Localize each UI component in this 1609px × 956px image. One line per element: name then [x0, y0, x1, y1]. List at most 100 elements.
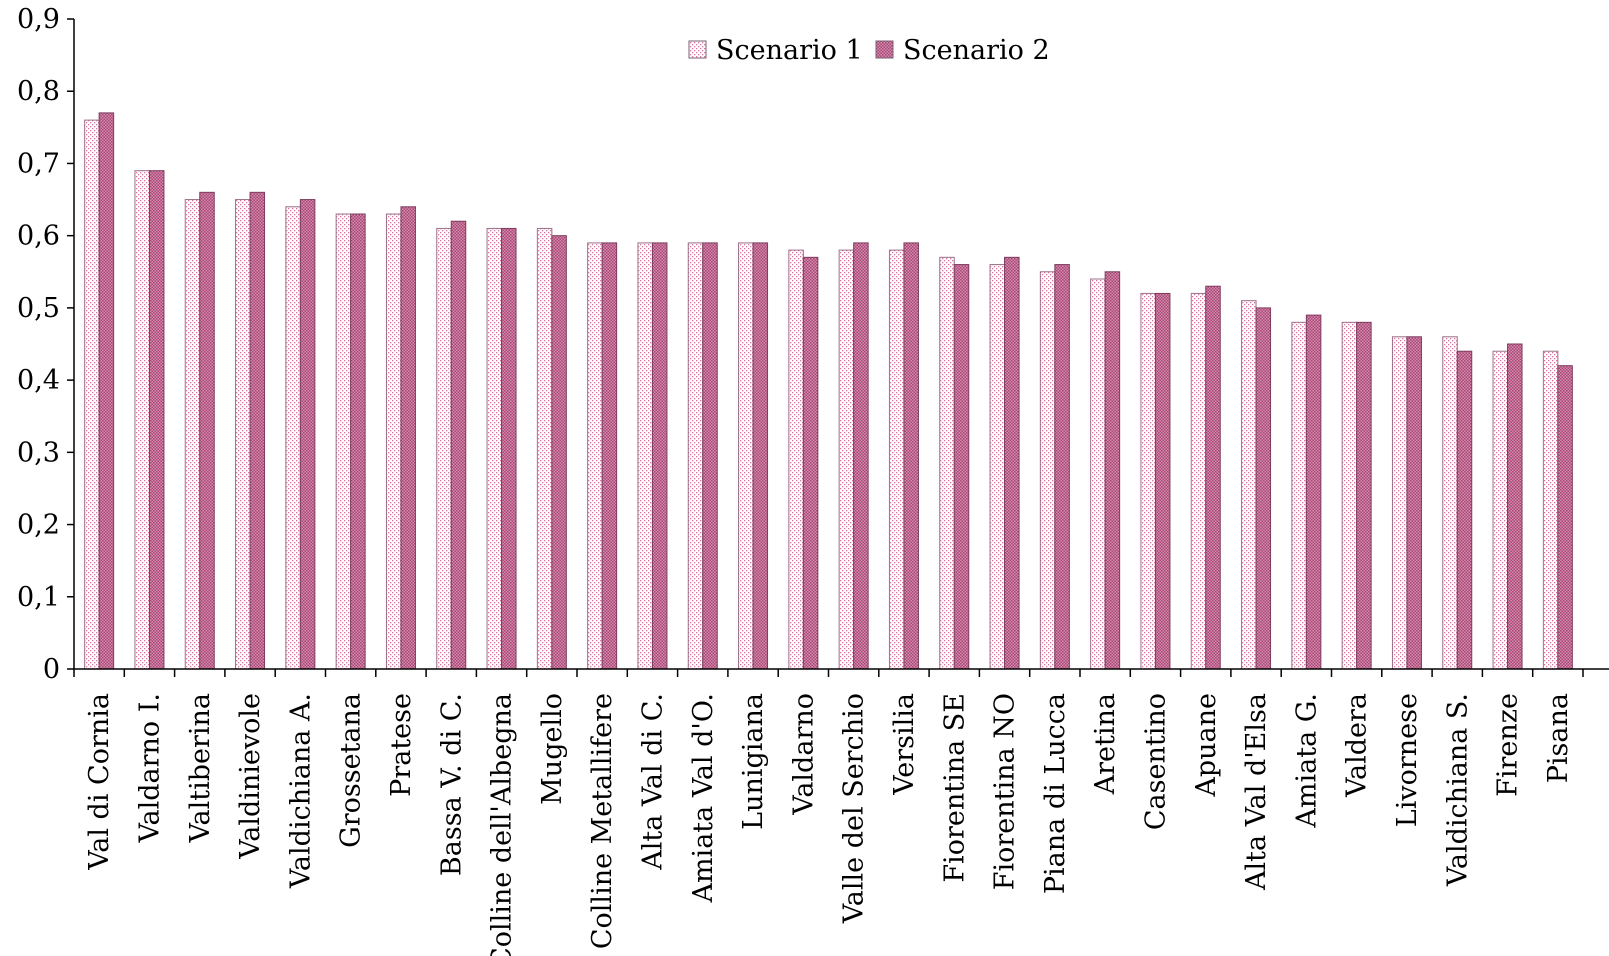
x-tick-label: Valdichiana A.: [285, 693, 316, 889]
x-tick-label: Grossetana: [336, 693, 367, 848]
bar-scenario-2: [249, 191, 266, 670]
x-tick-label: Livornese: [1392, 693, 1423, 827]
bar-scenario-1: [1542, 350, 1559, 670]
bar-scenario-1: [184, 199, 201, 670]
legend-label-scenario-1: Scenario 1: [716, 35, 863, 66]
y-tick-label: 0,6: [17, 221, 60, 252]
bar-scenario-2: [1255, 307, 1272, 670]
x-tick-label: Piana di Lucca: [1040, 693, 1071, 894]
bar-scenario-1: [738, 242, 754, 670]
y-tick-label: 0,4: [17, 365, 60, 396]
bar-scenario-2: [651, 242, 668, 670]
x-tick-label: Apuane: [1191, 693, 1222, 798]
x-tick-label: Casentino: [1140, 693, 1171, 830]
x-tick-label: Alta Val d'Elsa: [1241, 693, 1272, 891]
x-tick-label: Mugello: [537, 693, 568, 805]
y-tick-label: 0,5: [17, 293, 60, 324]
x-axis-ticks: Val di Cornia Valdarno I. Valtiberina Valdi…: [73, 669, 1584, 956]
x-tick-label: Valdichiana S.: [1442, 693, 1473, 887]
y-tick-label: 0,2: [17, 510, 60, 541]
bar-scenario-1: [1341, 321, 1358, 670]
bar-scenario-1: [285, 206, 301, 670]
y-tick-label: 0,1: [17, 582, 60, 613]
x-tick-label: Alta Val di C.: [637, 693, 668, 871]
bar-scenario-2: [450, 220, 467, 670]
bars-group: [84, 112, 1573, 670]
bar-scenario-1: [888, 249, 905, 670]
x-tick-label: Amiata Val d'O.: [688, 693, 719, 904]
y-tick-label: 0: [43, 654, 60, 685]
bar-scenario-2: [1154, 292, 1171, 670]
bar-scenario-2: [752, 242, 769, 670]
bar-scenario-1: [587, 242, 603, 670]
x-tick-label: Valdera: [1342, 693, 1373, 798]
x-tick-label: Valdinievole: [235, 693, 266, 860]
bar-scenario-1: [637, 242, 653, 670]
bar-scenario-2: [903, 242, 919, 670]
bar-scenario-2: [1507, 343, 1523, 670]
y-tick-label: 0,8: [17, 76, 60, 107]
bar-scenario-2: [148, 170, 165, 670]
x-tick-label: Pisana: [1543, 693, 1574, 783]
bar-scenario-1: [1241, 300, 1257, 670]
bar-scenario-1: [1391, 336, 1408, 670]
legend-label-scenario-2: Scenario 2: [903, 35, 1050, 66]
x-tick-label: Valle del Serchio: [839, 693, 870, 924]
bar-scenario-2: [1004, 256, 1020, 670]
bar-scenario-1: [1442, 336, 1458, 670]
bar-scenario-2: [1356, 321, 1372, 670]
x-tick-label: Amiata G.: [1291, 693, 1322, 829]
x-tick-label: Firenze: [1493, 693, 1524, 797]
bar-scenario-1: [536, 227, 553, 670]
axes-group: [73, 19, 1609, 670]
bar-scenario-2: [501, 227, 517, 670]
bar-scenario-2: [400, 206, 416, 670]
y-tick-label: 0,3: [17, 437, 60, 468]
legend: Scenario 1 Scenario 2: [688, 35, 1050, 66]
bar-scenario-1: [788, 249, 804, 670]
bar-scenario-1: [1090, 278, 1106, 670]
bar-scenario-2: [1305, 314, 1322, 670]
legend-swatch-scenario-1: [688, 40, 707, 59]
bar-scenario-1: [687, 242, 704, 670]
bar-scenario-1: [838, 249, 855, 670]
bar-scenario-1: [385, 213, 402, 670]
bar-scenario-2: [1456, 350, 1473, 670]
x-tick-label: Valdarno: [788, 693, 819, 816]
bar-scenario-1: [436, 227, 452, 670]
x-tick-label: Valdarno I.: [134, 693, 165, 844]
y-tick-label: 0,7: [17, 148, 60, 179]
bar-scenario-2: [802, 256, 819, 670]
y-tick-label: 0,9: [17, 4, 60, 35]
bar-scenario-1: [84, 119, 100, 670]
bar-scenario-2: [702, 242, 718, 670]
x-tick-label: Valtiberina: [185, 693, 216, 844]
bar-scenario-1: [1291, 321, 1307, 670]
bar-scenario-1: [335, 213, 352, 670]
x-tick-label: Versilia: [889, 693, 920, 796]
bar-scenario-1: [1039, 271, 1056, 670]
bar-scenario-2: [1205, 285, 1221, 670]
bar-scenario-2: [1054, 264, 1070, 670]
bar-scenario-2: [1104, 271, 1121, 670]
x-tick-label: Aretina: [1090, 693, 1121, 795]
bar-scenario-1: [486, 227, 503, 670]
bar-scenario-2: [853, 242, 869, 670]
bar-scenario-1: [235, 199, 251, 670]
bar-scenario-1: [989, 264, 1006, 670]
bar-scenario-2: [601, 242, 618, 670]
x-tick-label: Colline Metallifere: [587, 693, 618, 949]
x-tick-label: Pratese: [386, 693, 417, 797]
bar-scenario-2: [98, 112, 115, 670]
bar-scenario-2: [299, 199, 316, 670]
bar-scenario-1: [1190, 292, 1207, 670]
bar-scenario-2: [953, 264, 970, 670]
bar-scenario-1: [134, 170, 150, 670]
legend-swatch-scenario-2: [875, 40, 894, 59]
x-tick-label: Val di Cornia: [84, 693, 115, 871]
bar-scenario-2: [1406, 336, 1422, 670]
x-tick-label: Lunigiana: [738, 693, 769, 830]
x-tick-label: Bassa V. di C.: [436, 693, 467, 876]
bar-scenario-2: [199, 191, 215, 670]
